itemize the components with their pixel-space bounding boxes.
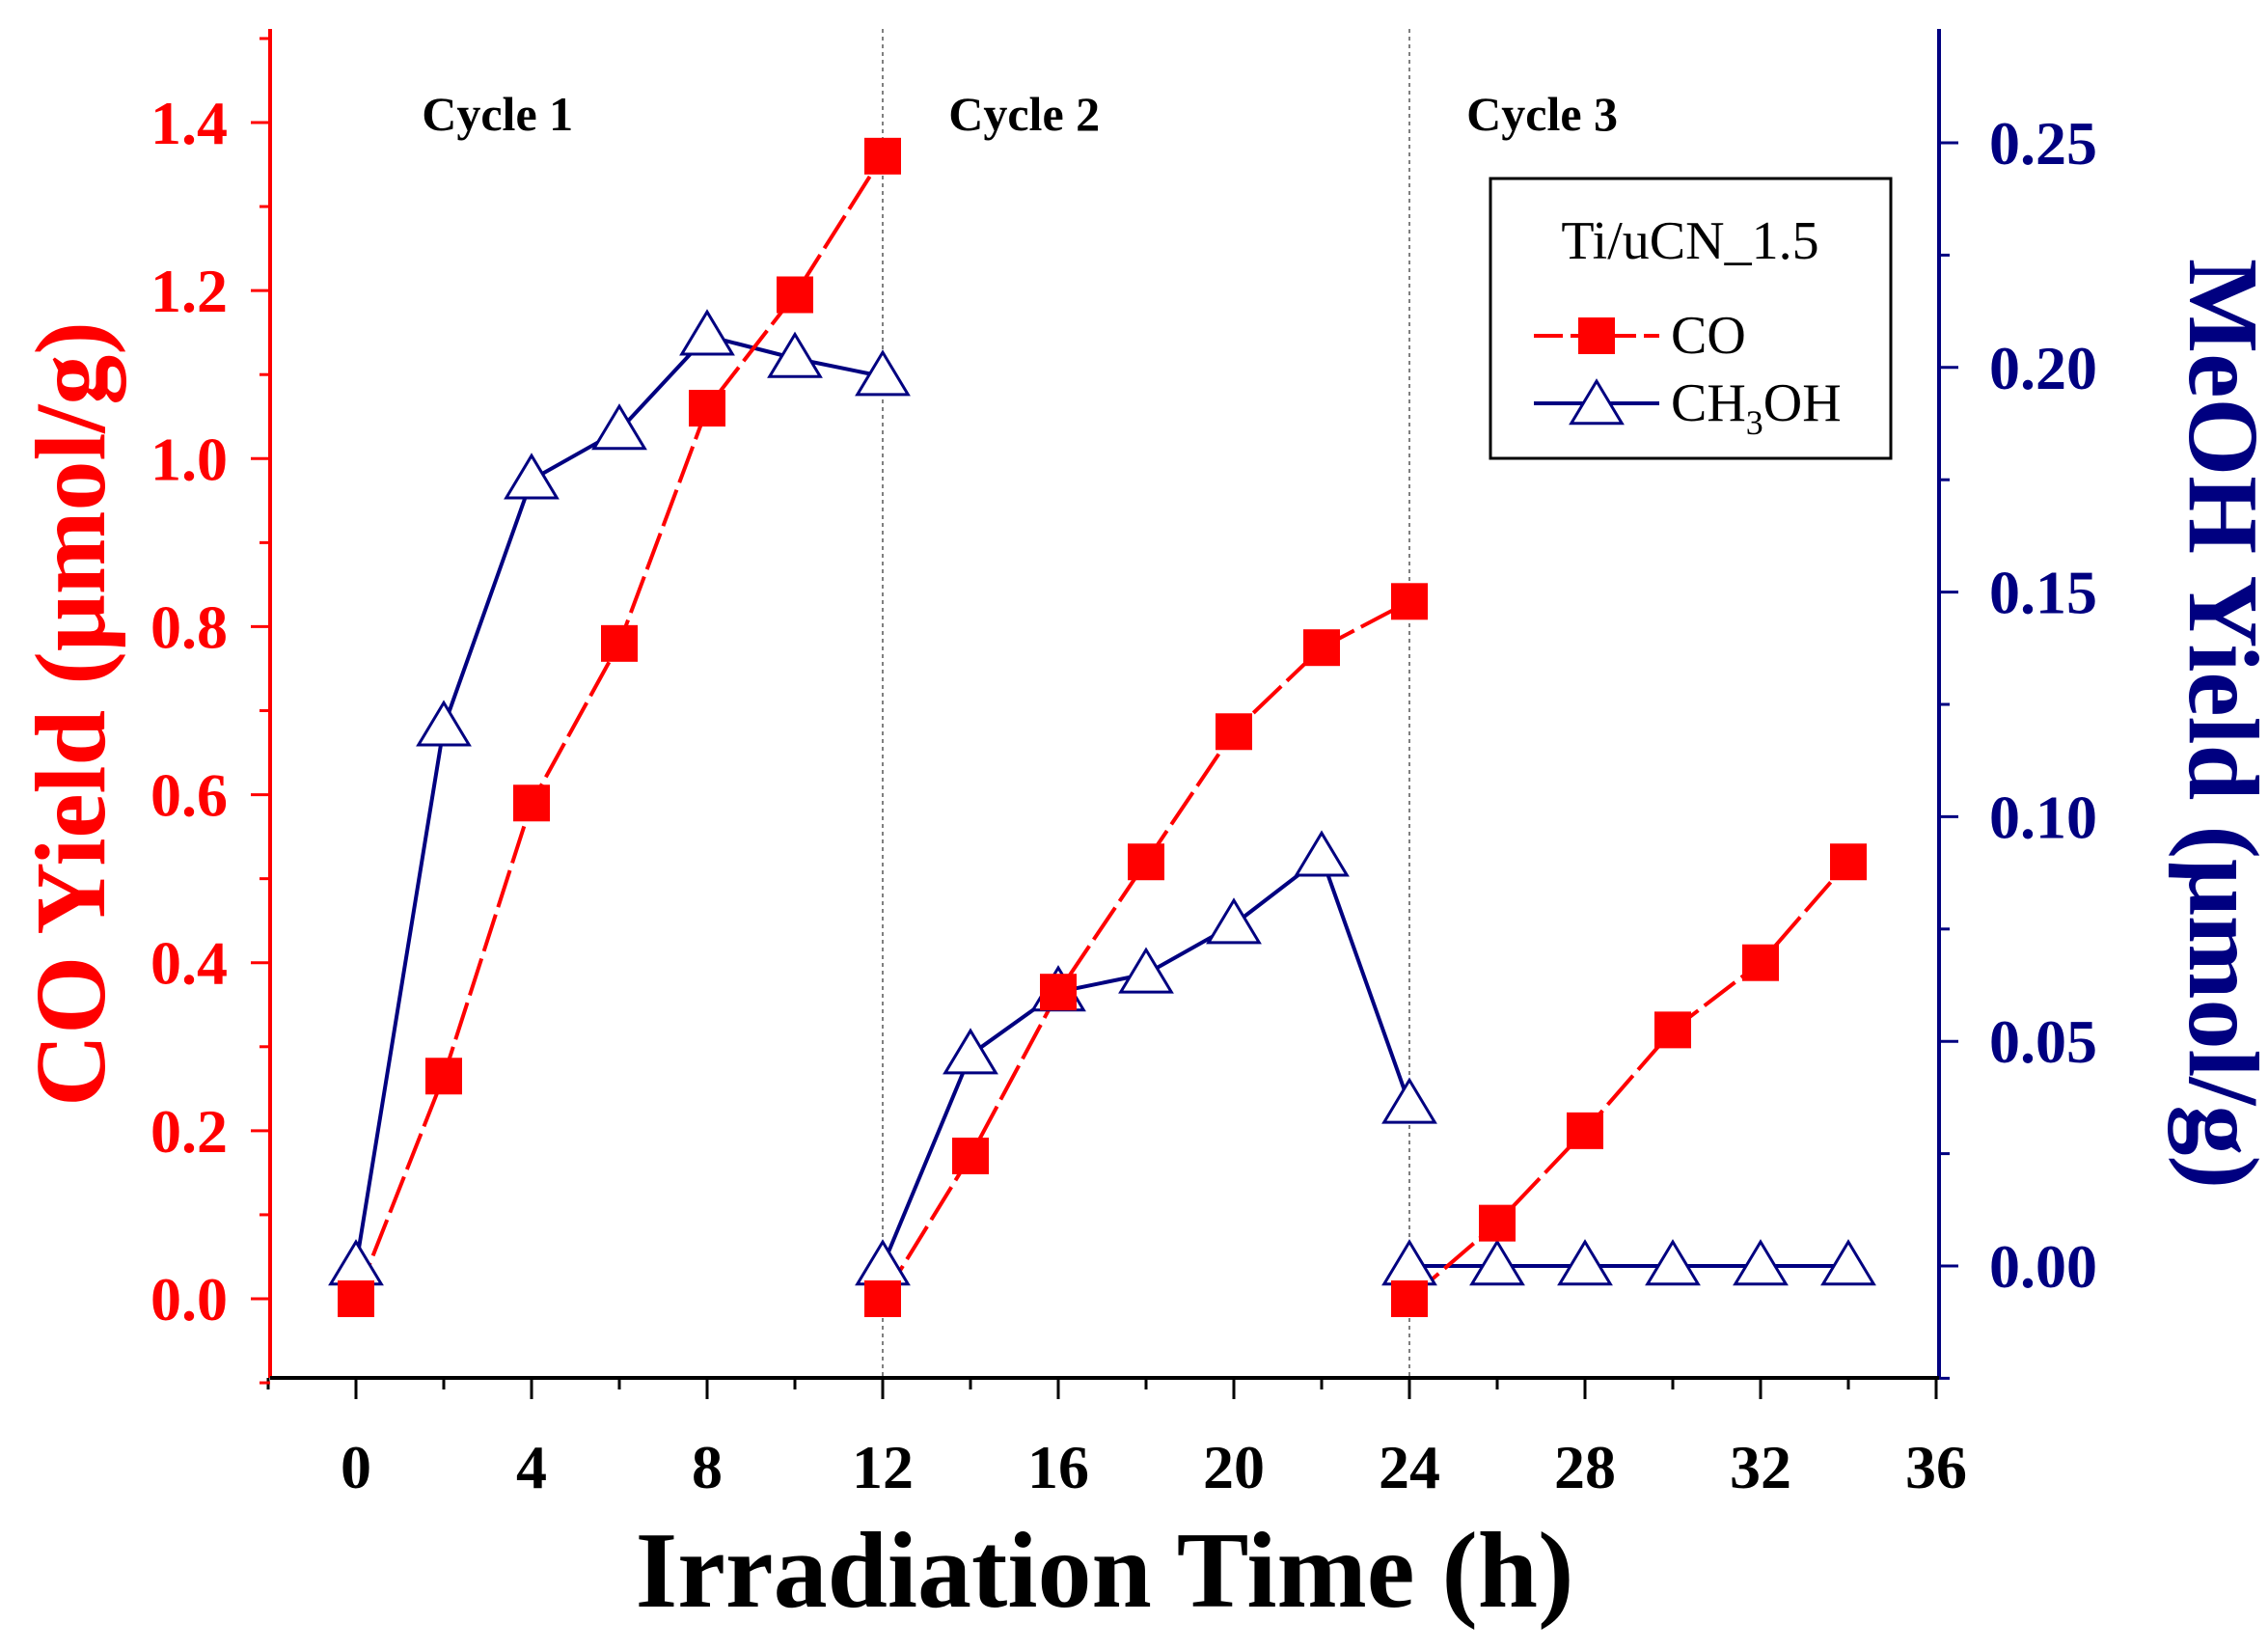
y-left-tick-label: 1.2 [150, 257, 228, 325]
co-data-point [864, 137, 901, 175]
meoh-data-point [1645, 1239, 1701, 1286]
x-tick-label: 32 [1730, 1433, 1791, 1501]
meoh-data-point [767, 331, 823, 378]
meoh-data-point [855, 1239, 911, 1286]
legend-co-marker [1578, 317, 1615, 354]
co-data-point [601, 624, 638, 662]
co-data-point [1303, 629, 1340, 667]
cycle-label: Cycle 2 [948, 87, 1100, 141]
labels-layer: 0 4 8 12 16 20 24 28 32 36 0.0 0.2 0.4 0.6 0.8 1.0 1.2 1.… [15, 87, 2268, 1631]
meoh-data-point [1294, 830, 1350, 877]
y-left-tick-label: 1.4 [150, 89, 228, 157]
meoh-data-point [1118, 947, 1174, 994]
y-left-tick-label: 0.4 [150, 929, 228, 998]
x-axis-title: Irradiation Time (h) [636, 1511, 1574, 1631]
co-series-line [1407, 860, 1850, 1301]
co-data-point [1128, 843, 1164, 881]
co-data-point [513, 784, 550, 822]
cycle-label: Cycle 1 [422, 87, 573, 141]
y-right-tick-label: 0.25 [1989, 109, 2097, 178]
co-data-point [1567, 1112, 1603, 1149]
y-left-tick-label: 0.8 [150, 592, 228, 661]
co-data-point [1391, 1280, 1428, 1317]
co-data-point [689, 390, 725, 427]
x-tick-label: 36 [1905, 1433, 1967, 1501]
co-data-point [1391, 583, 1428, 620]
legend: Ti/uCN_1.5 CO CH3OH [1489, 177, 1893, 460]
y-left-tick-label: 0.0 [150, 1265, 228, 1334]
co-data-point [1216, 713, 1252, 751]
meoh-data-point [328, 1239, 384, 1286]
meoh-series-line [354, 333, 884, 1267]
axes [251, 29, 1958, 1399]
co-data-point [1479, 1204, 1516, 1242]
co-data-point [777, 276, 813, 314]
y-right-tick-label: 0.00 [1989, 1232, 2097, 1301]
co-data-point [864, 1280, 901, 1317]
y-right-axis-title: MeOH Yield (μmol/g) [2168, 259, 2268, 1189]
meoh-data-point [1381, 1239, 1437, 1286]
legend-meoh-marker [1569, 378, 1625, 426]
x-tick-label: 12 [852, 1433, 914, 1501]
x-tick-label: 20 [1203, 1433, 1265, 1501]
meoh-data-point [416, 700, 472, 747]
meoh-data-point [679, 309, 735, 356]
legend-title: Ti/uCN_1.5 [1561, 211, 1818, 271]
meoh-data-point [1820, 1239, 1876, 1286]
meoh-data-point [1381, 1077, 1437, 1124]
legend-meoh-label: CH3OH [1671, 373, 1842, 442]
x-tick-label: 28 [1554, 1433, 1616, 1501]
meoh-data-point [591, 403, 647, 451]
meoh-data-point [1469, 1239, 1525, 1286]
meoh-data-point [855, 349, 911, 397]
legend-box [1489, 177, 1893, 460]
y-left-tick-label: 0.2 [150, 1097, 228, 1166]
co-data-point [425, 1058, 462, 1095]
cycle-label: Cycle 3 [1466, 87, 1618, 141]
x-tick-label: 0 [341, 1433, 371, 1501]
co-data-point [1654, 1011, 1691, 1049]
meoh-data-point [1206, 897, 1262, 945]
legend-co-label: CO [1671, 306, 1746, 366]
co-data-point [1040, 974, 1077, 1011]
y-left-tick-label: 0.6 [150, 761, 228, 830]
series-layer [328, 137, 1876, 1317]
co-data-point [1742, 944, 1779, 981]
y-left-axis-title: CO Yield (μmol/g) [15, 321, 126, 1107]
co-data-point [952, 1137, 989, 1174]
y-right-tick-label: 0.15 [1989, 559, 2097, 627]
y-right-tick-label: 0.05 [1989, 1007, 2097, 1076]
meoh-data-point [504, 453, 560, 500]
meoh-data-point [1733, 1239, 1789, 1286]
co-data-point [338, 1280, 374, 1317]
y-right-tick-label: 0.10 [1989, 783, 2097, 851]
x-tick-label: 16 [1027, 1433, 1089, 1501]
cycle-dividers [882, 29, 1410, 1378]
x-tick-label: 24 [1379, 1433, 1440, 1501]
y-right-tick-label: 0.20 [1989, 334, 2097, 402]
x-tick-label: 4 [516, 1433, 547, 1501]
y-left-tick-label: 1.0 [150, 425, 228, 493]
meoh-data-point [943, 1028, 998, 1075]
x-tick-label: 8 [692, 1433, 723, 1501]
co-data-point [1830, 843, 1867, 881]
meoh-data-point [1557, 1239, 1613, 1286]
